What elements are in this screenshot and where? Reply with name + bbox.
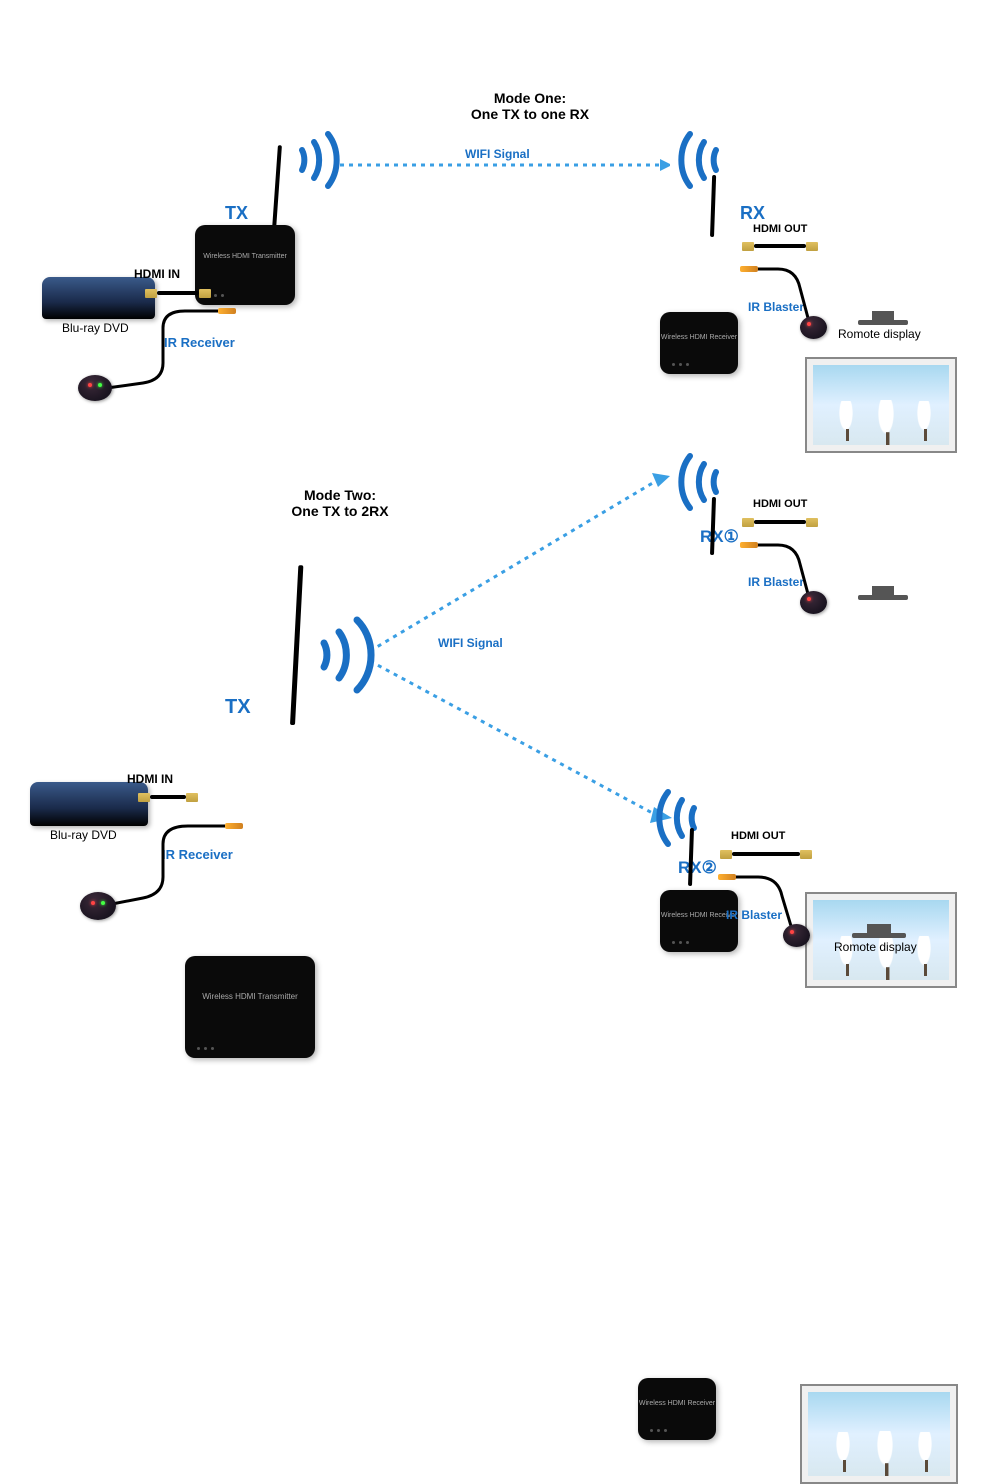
hdmi-plug — [145, 289, 157, 298]
hdmi-out-label-1: HDMI OUT — [753, 223, 807, 235]
tx-label-1: TX — [225, 203, 248, 224]
hdmi-in-label-2: HDMI IN — [127, 772, 173, 786]
tx-antenna-1 — [272, 145, 282, 230]
ir-cable — [108, 822, 228, 912]
hdmi-plug — [138, 793, 150, 802]
hdmi-cable — [150, 795, 186, 799]
rx2-label: RX② — [678, 858, 717, 878]
hdmi-plug — [742, 518, 754, 527]
rx-label-1: RX — [740, 203, 765, 224]
bluray-label-2: Blu-ray DVD — [50, 828, 117, 842]
hdmi-in-label-1: HDMI IN — [134, 267, 180, 281]
mode1-title-1: Mode One: — [400, 90, 660, 106]
hdmi-plug — [806, 242, 818, 251]
wifi-icon-tx-1 — [296, 130, 346, 190]
hdmi-out-label-rx2: HDMI OUT — [731, 830, 785, 842]
bluray-2 — [30, 782, 148, 826]
ir-blaster-1 — [800, 316, 827, 339]
monitor-1 — [805, 357, 957, 453]
hdmi-plug — [186, 793, 198, 802]
hdmi-cable — [754, 520, 806, 524]
jack — [718, 874, 736, 880]
hdmi-plug — [742, 242, 754, 251]
monitor-base — [852, 933, 906, 938]
rx1-label: RX① — [700, 527, 739, 547]
jack — [740, 266, 758, 272]
hdmi-cable — [754, 244, 806, 248]
ir-blaster-rx2 — [783, 924, 810, 947]
mode1-title-2: One TX to one RX — [400, 106, 660, 122]
rx2-device: Wireless HDMI Receiver — [638, 1378, 716, 1440]
ir-cable — [103, 308, 223, 398]
hdmi-plug — [800, 850, 812, 859]
rx-device-1: Wireless HDMI Receiver — [660, 312, 738, 374]
hdmi-out-label-rx1: HDMI OUT — [753, 498, 807, 510]
display-label-rx2: Romote display — [834, 940, 917, 954]
ir-receiver-2 — [80, 892, 116, 920]
wifi-dotted-lines-2 — [370, 465, 680, 835]
ir-receiver-1 — [78, 375, 112, 401]
wifi-dotted-line-1 — [340, 155, 670, 175]
hdmi-cable — [157, 291, 199, 295]
monitor-rx2 — [800, 1384, 958, 1484]
tx-antenna-2 — [290, 565, 303, 725]
hdmi-cable — [732, 852, 800, 856]
monitor-base — [858, 320, 908, 325]
tx-device-2: Wireless HDMI Transmitter — [185, 956, 315, 1058]
hdmi-plug — [806, 518, 818, 527]
monitor-base — [858, 595, 908, 600]
jack — [740, 542, 758, 548]
hdmi-plug — [720, 850, 732, 859]
rx-antenna-1 — [710, 175, 716, 237]
wifi-icon-tx-2 — [317, 615, 377, 695]
hdmi-plug — [199, 289, 211, 298]
ir-blaster-rx1 — [800, 591, 827, 614]
display-label-1: Romote display — [838, 327, 921, 341]
tx-label-2: TX — [225, 696, 251, 719]
